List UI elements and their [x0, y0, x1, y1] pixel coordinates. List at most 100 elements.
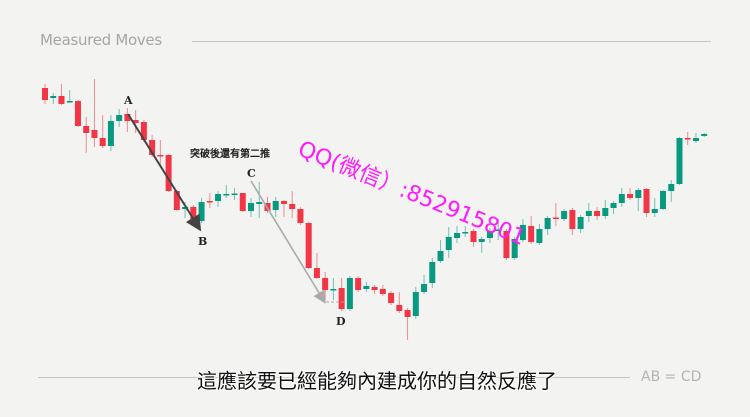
candle: [495, 219, 502, 240]
candle-body: [42, 88, 48, 100]
candle-body: [215, 194, 222, 201]
candle-body: [149, 140, 156, 155]
candle: [412, 287, 419, 319]
candle: [107, 115, 114, 151]
candle: [66, 90, 73, 103]
candle-body: [618, 194, 625, 203]
candle-body: [297, 209, 304, 223]
candle-body: [173, 191, 180, 210]
candle: [528, 216, 535, 244]
candle: [42, 84, 48, 104]
candle-body: [198, 202, 205, 221]
candle-body: [454, 233, 460, 238]
candle-body: [74, 101, 81, 126]
candle-body: [165, 155, 172, 191]
candle: [338, 278, 345, 311]
candle: [280, 200, 287, 217]
candle: [124, 108, 131, 132]
candle: [454, 226, 460, 243]
candle: [569, 208, 576, 235]
candle-body: [462, 232, 469, 234]
candle-body: [206, 201, 213, 203]
candle-body: [701, 134, 708, 136]
candle-body: [355, 278, 362, 290]
candle: [536, 224, 543, 245]
candle: [445, 227, 452, 258]
candle: [322, 272, 329, 300]
candle-body: [272, 201, 279, 210]
candle-body: [346, 278, 353, 309]
candle: [511, 237, 518, 260]
candle-body: [585, 211, 592, 216]
candle-body: [124, 114, 131, 121]
candle: [272, 197, 279, 217]
candle-body: [50, 96, 57, 98]
candle: [289, 191, 296, 218]
candle-body: [256, 202, 263, 204]
candle-body: [330, 289, 337, 291]
candle-body: [371, 287, 378, 290]
candle-body: [280, 201, 287, 204]
candle: [486, 228, 493, 243]
candle-body: [602, 208, 609, 216]
candle: [58, 84, 65, 105]
candle: [157, 140, 164, 165]
candle-body: [594, 211, 601, 216]
candle-body: [470, 231, 477, 242]
candle: [256, 182, 263, 218]
candle: [643, 188, 650, 217]
candle: [552, 203, 559, 226]
candle: [396, 292, 403, 313]
candle: [248, 198, 254, 217]
candle-body: [322, 278, 329, 290]
candle: [231, 188, 238, 200]
candle-body: [83, 126, 90, 133]
candle: [519, 219, 526, 242]
candle-body: [536, 229, 543, 243]
candle-body: [660, 191, 666, 209]
candle: [83, 117, 90, 153]
candle: [116, 109, 123, 127]
label-d: D: [336, 315, 346, 328]
candle-body: [511, 239, 518, 258]
candle-body: [692, 138, 699, 141]
candle-body: [635, 190, 642, 198]
candle: [470, 229, 477, 247]
candle: [577, 215, 584, 233]
candle: [585, 203, 592, 222]
candle-body: [561, 211, 568, 219]
candle-body: [519, 225, 526, 240]
label-c: C: [247, 167, 256, 180]
candle: [313, 253, 320, 279]
candle-body: [577, 217, 584, 229]
candle: [594, 207, 601, 220]
candle-body: [157, 155, 164, 157]
candle: [165, 154, 172, 192]
candle: [437, 240, 444, 263]
candle-body: [388, 293, 395, 303]
candle-body: [610, 203, 617, 208]
candle: [371, 285, 378, 294]
candle: [692, 133, 699, 143]
candle-body: [421, 284, 428, 292]
candle-body: [289, 204, 296, 209]
label-a: A: [123, 94, 133, 107]
arrow-ab: [127, 113, 202, 232]
footer-label: AB = CD: [641, 369, 702, 385]
candle: [635, 188, 642, 211]
candle-body: [313, 268, 320, 278]
title-divider: [192, 41, 711, 42]
candle: [701, 133, 708, 137]
candle: [363, 282, 370, 292]
candle-body: [107, 121, 114, 146]
candle: [198, 198, 205, 223]
candle-body: [552, 217, 559, 219]
candle: [99, 115, 106, 148]
candle-body: [544, 218, 551, 229]
candle: [627, 188, 634, 200]
candle: [561, 209, 568, 221]
candle-body: [223, 194, 230, 196]
candle: [223, 185, 230, 198]
candle: [668, 180, 675, 202]
